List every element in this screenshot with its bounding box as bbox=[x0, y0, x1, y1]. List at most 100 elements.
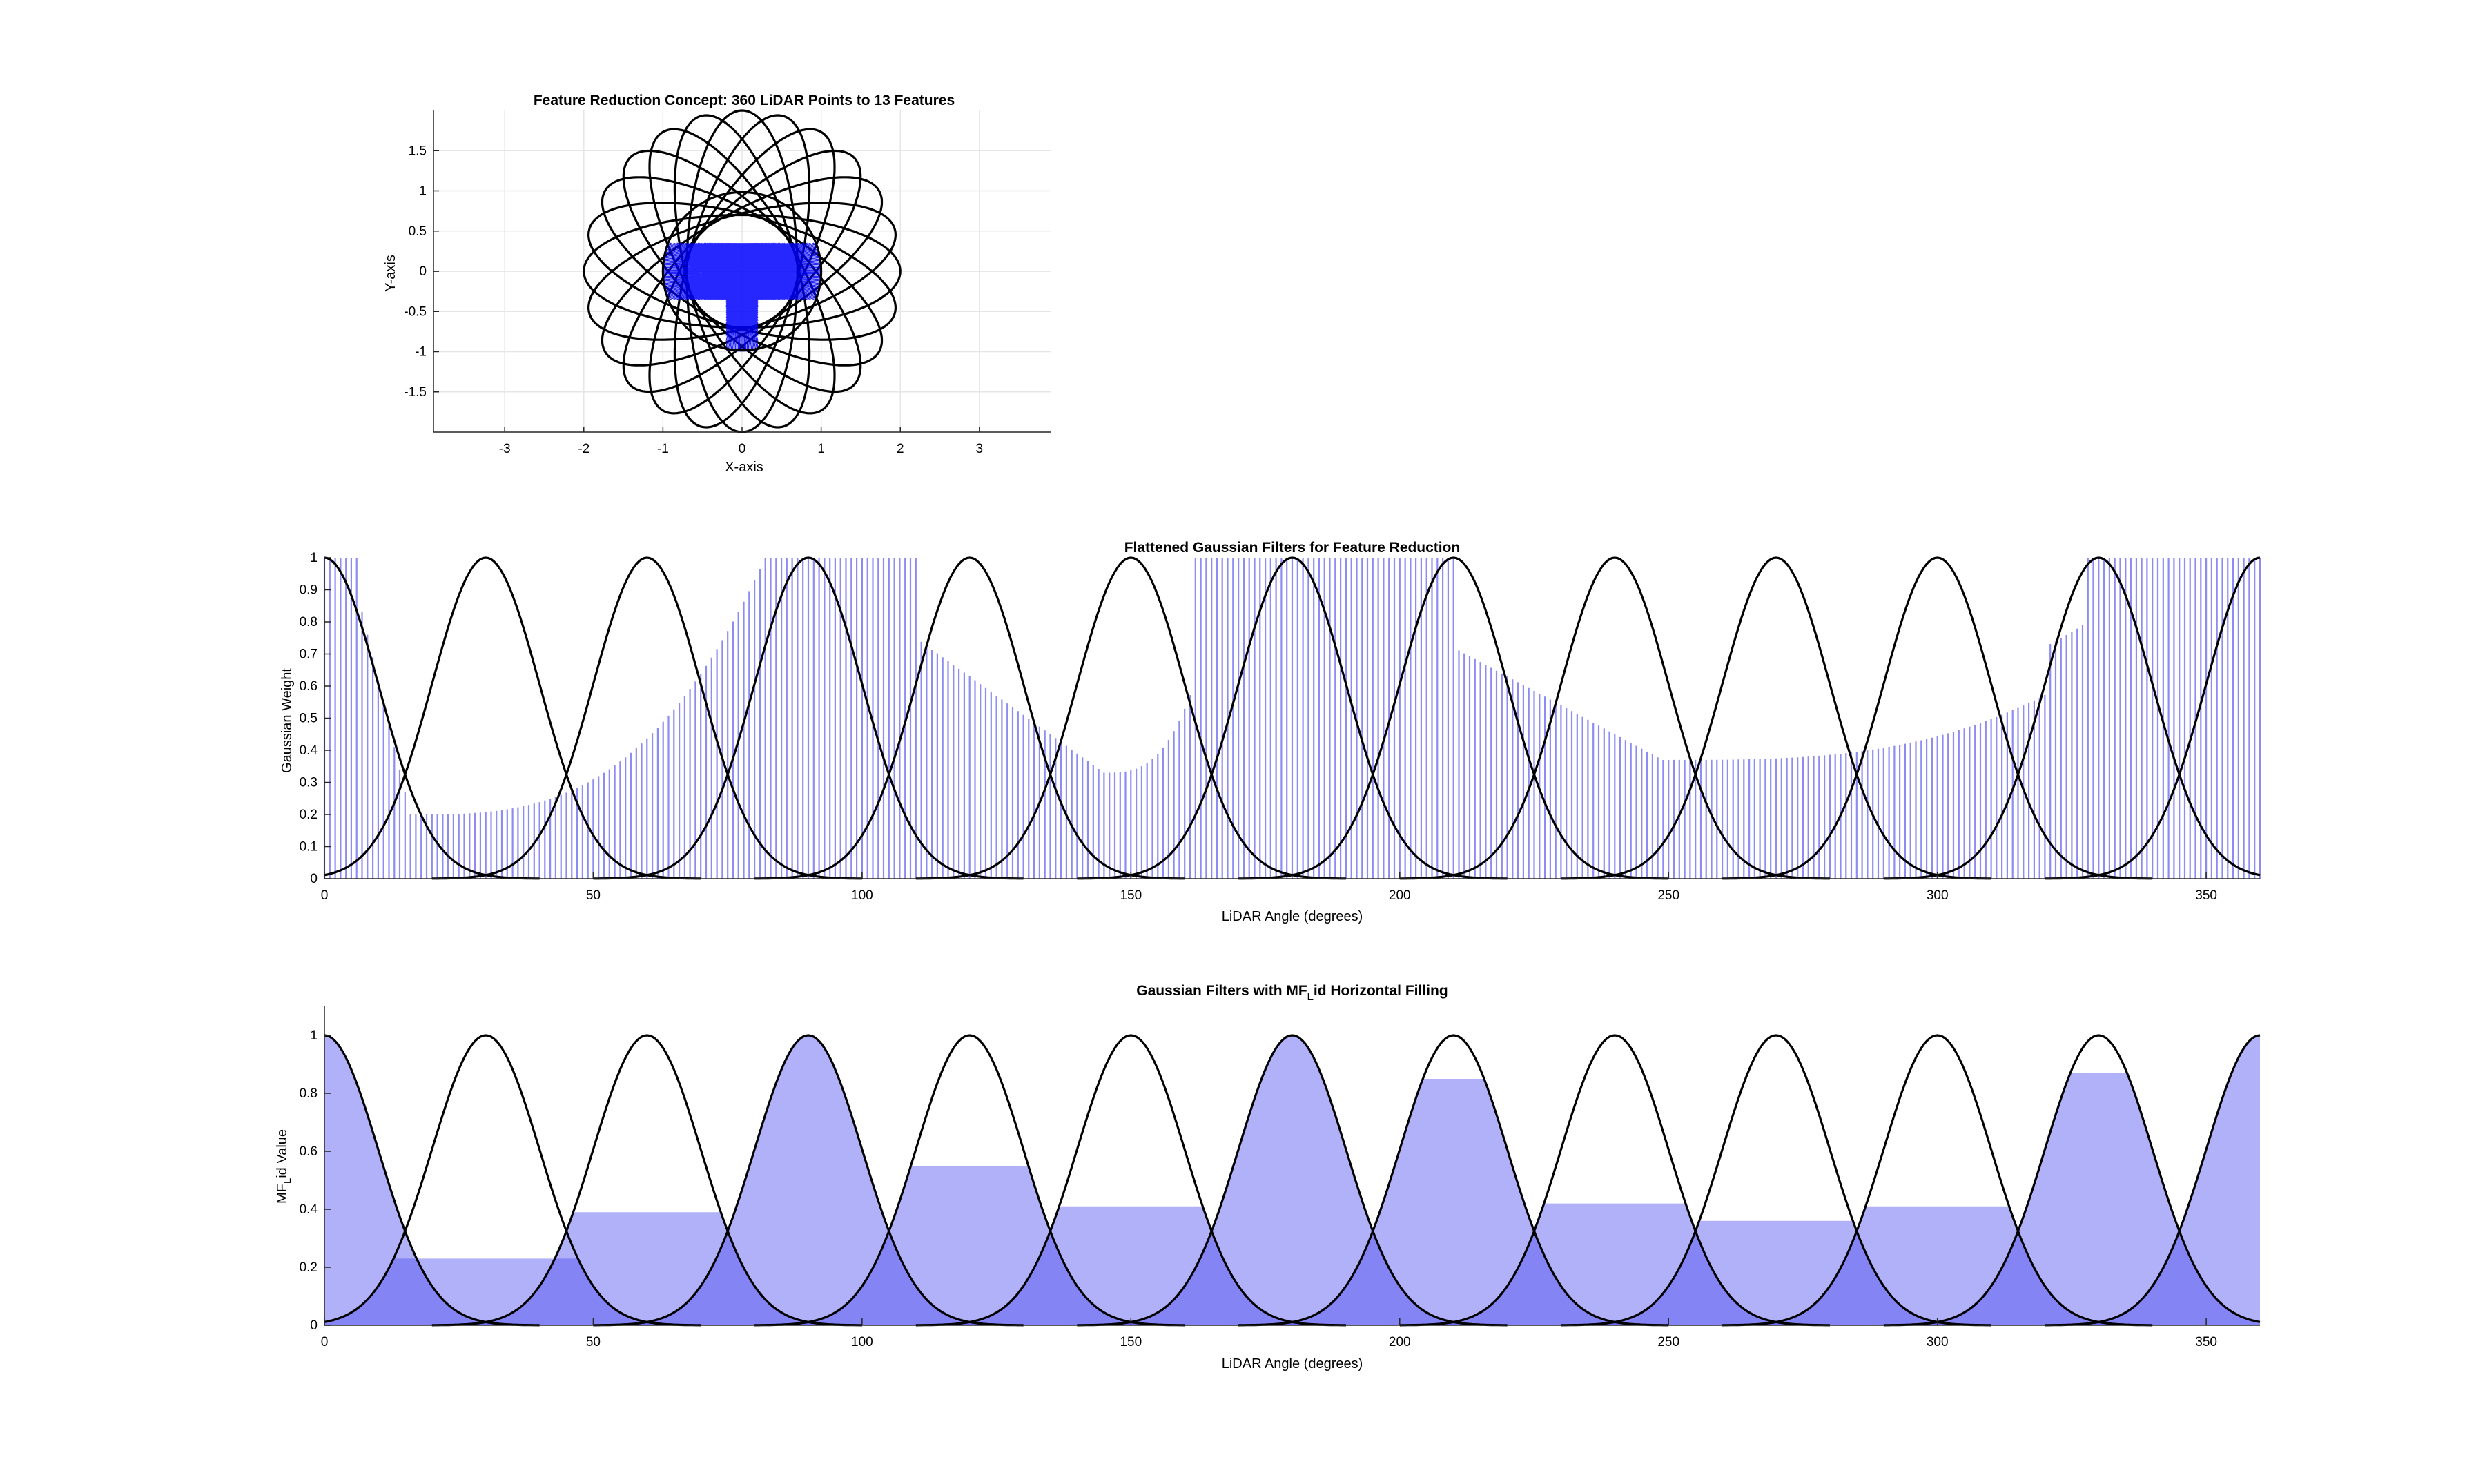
x-tick-label: 150 bbox=[1120, 888, 1142, 903]
panel2-title: Flattened Gaussian Filters for Feature R… bbox=[1124, 540, 1461, 556]
x-tick-label: 300 bbox=[1927, 1335, 1949, 1349]
panel3-axes: 0 50 100 150 200 250 300 350 0 0.2 0.4 0.6 0.8 1 bbox=[300, 1006, 2260, 1349]
gaussian-curve bbox=[1883, 556, 2261, 880]
panel3-ylabel: MFLid Value bbox=[275, 1129, 293, 1204]
mf-lid-fill bbox=[431, 1212, 862, 1325]
feature-ellipse bbox=[601, 176, 884, 367]
gaussian-curve bbox=[915, 1034, 1346, 1327]
gaussian-curve bbox=[324, 1034, 701, 1327]
x-tick-label: 200 bbox=[1389, 1335, 1411, 1349]
gaussian-curve bbox=[324, 556, 540, 880]
x-tick-label: 200 bbox=[1389, 888, 1411, 903]
panel3-xlabel: LiDAR Angle (degrees) bbox=[1222, 1356, 1363, 1371]
gaussian-curve bbox=[1561, 1034, 1991, 1327]
mf-lid-fill bbox=[1399, 1203, 1830, 1325]
mf-lid-fill bbox=[324, 1258, 701, 1325]
x-tick-label: -2 bbox=[578, 442, 589, 456]
x-tick-label: 50 bbox=[586, 1335, 601, 1349]
y-tick-label: 0.1 bbox=[300, 840, 318, 855]
gaussian-curves bbox=[324, 556, 2261, 880]
y-tick-label: 0 bbox=[419, 264, 427, 279]
lidar-rays bbox=[663, 242, 821, 352]
mf-lid-fills bbox=[324, 1035, 2260, 1325]
y-tick-label: 0.3 bbox=[300, 776, 318, 790]
gaussian-curve bbox=[431, 1034, 862, 1327]
x-tick-label: -3 bbox=[499, 442, 511, 456]
lidar-weight-bars bbox=[323, 558, 2261, 879]
panel3-title: Gaussian Filters with MFLid Horizontal F… bbox=[1136, 983, 1448, 1003]
unit-circle bbox=[661, 191, 823, 352]
y-tick-label: 0.5 bbox=[300, 712, 318, 726]
feature-ellipse bbox=[673, 114, 811, 429]
y-tick-label: 0.5 bbox=[409, 224, 427, 239]
x-tick-label: 3 bbox=[976, 442, 984, 456]
x-tick-label: 100 bbox=[851, 888, 873, 903]
feature-ellipse bbox=[622, 149, 862, 393]
y-tick-label: -1 bbox=[415, 345, 427, 360]
y-tick-label: -0.5 bbox=[404, 304, 427, 319]
feature-ellipse bbox=[583, 213, 902, 329]
feature-reduction-panel: Feature Reduction Concept: 360 LiDAR Poi… bbox=[383, 92, 1051, 475]
y-tick-label: 0.8 bbox=[300, 1086, 318, 1101]
gaussian-curve bbox=[1561, 556, 1991, 880]
x-tick-label: 250 bbox=[1657, 1335, 1679, 1349]
feature-ellipse bbox=[601, 176, 884, 367]
x-tick-label: 0 bbox=[739, 442, 746, 456]
gaussian-curve bbox=[1722, 1034, 2153, 1327]
y-tick-label: 0.4 bbox=[300, 743, 318, 758]
mf-lid-fill bbox=[324, 1035, 540, 1325]
y-tick-label: 1 bbox=[310, 551, 318, 565]
x-tick-label: 100 bbox=[851, 1335, 873, 1349]
gaussian-curve bbox=[1238, 556, 1669, 880]
y-tick-label: 0 bbox=[419, 264, 427, 279]
mf-lid-fill bbox=[1238, 1079, 1669, 1325]
x-tick-label: 0 bbox=[321, 1335, 329, 1349]
gaussian-curve bbox=[593, 1034, 1024, 1327]
y-tick-label: 1 bbox=[310, 1028, 318, 1043]
panel2-xlabel: LiDAR Angle (degrees) bbox=[1222, 909, 1363, 924]
x-tick-label: 350 bbox=[2195, 888, 2217, 903]
lidar-weight-bar bbox=[323, 558, 2261, 879]
feature-ellipse bbox=[648, 128, 836, 415]
y-tick-label: 0 bbox=[310, 872, 318, 886]
feature-ellipse bbox=[587, 202, 897, 341]
feature-ellipse bbox=[587, 202, 897, 341]
x-tick-label: 300 bbox=[1927, 888, 1949, 903]
mf-lid-fill bbox=[593, 1035, 1024, 1325]
mf-lid-panel: Gaussian Filters with MFLid Horizontal F… bbox=[275, 983, 2261, 1371]
x-tick-label: 150 bbox=[1120, 1335, 1142, 1349]
mf-lid-fill bbox=[1561, 1220, 1991, 1325]
x-tick-label: 1 bbox=[817, 442, 825, 456]
gaussian-curve bbox=[1077, 556, 1508, 880]
gaussian-curve bbox=[915, 556, 1346, 880]
mf-lid-fill bbox=[1722, 1206, 2153, 1325]
gaussian-filters-panel: Flattened Gaussian Filters for Feature R… bbox=[280, 540, 2261, 924]
x-tick-label: 2 bbox=[897, 442, 904, 456]
x-tick-label: 350 bbox=[2195, 1335, 2217, 1349]
gaussian-curve bbox=[1077, 1034, 1508, 1327]
y-tick-label: 1.5 bbox=[409, 144, 427, 158]
gaussian-curve bbox=[2045, 1034, 2261, 1327]
x-tick-label: 250 bbox=[1657, 888, 1679, 903]
gaussian-curves bbox=[324, 1034, 2261, 1327]
y-tick-label: 0.8 bbox=[300, 615, 318, 629]
gaussian-curve bbox=[324, 1034, 540, 1327]
gaussian-curve bbox=[2045, 556, 2261, 880]
panel1-title: Feature Reduction Concept: 360 LiDAR Poi… bbox=[534, 92, 955, 108]
gaussian-curve bbox=[1883, 1034, 2261, 1327]
gaussian-curve bbox=[754, 556, 1185, 880]
gaussian-curve bbox=[1399, 1034, 1830, 1327]
y-tick-label: 0.9 bbox=[300, 583, 318, 598]
gaussian-curve bbox=[1722, 556, 2153, 880]
feature-ellipses bbox=[583, 109, 902, 433]
x-tick-label: -1 bbox=[657, 442, 669, 456]
y-tick-label: 0.6 bbox=[300, 679, 318, 694]
y-tick-label: 0 bbox=[310, 1318, 318, 1333]
panel2-axes: 0 50 100 150 200 250 300 350 0 0.1 0.2 0.3 0.4 0.5 0.6… bbox=[300, 551, 2260, 903]
feature-ellipse bbox=[673, 114, 811, 429]
feature-ellipse bbox=[648, 128, 836, 415]
gaussian-curve bbox=[1238, 1034, 1669, 1327]
mf-lid-fill bbox=[1077, 1035, 1508, 1325]
gaussian-curve bbox=[324, 556, 701, 880]
